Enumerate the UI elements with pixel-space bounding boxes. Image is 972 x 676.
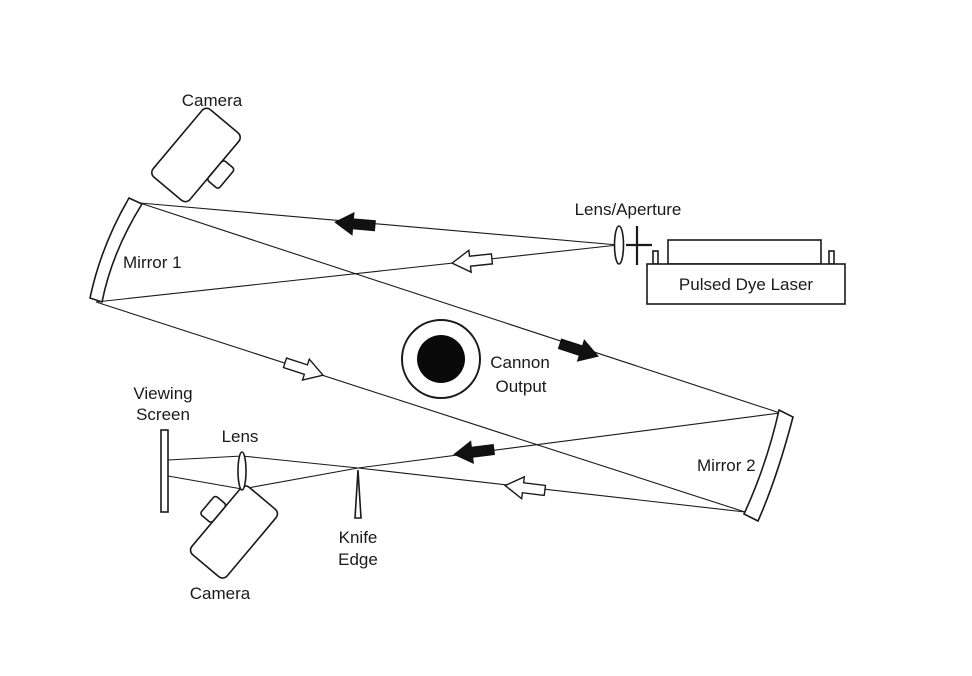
label-mirror-2: Mirror 2 — [697, 456, 756, 475]
mirror-2-icon — [742, 408, 794, 523]
label-pulsed-dye-laser: Pulsed Dye Laser — [679, 275, 814, 294]
beam-focus-to-lens-bottom — [241, 455, 359, 469]
beam-mirror2-to-focus-top — [357, 412, 781, 469]
beam-lens-to-screen-bottom — [167, 475, 243, 490]
label-mirror-1: Mirror 1 — [123, 253, 182, 272]
beam-aperture-to-mirror1-top — [139, 202, 619, 246]
knife-edge-icon — [354, 469, 362, 519]
beam-focus-to-lens-top — [241, 467, 359, 490]
solid-arrow-icon — [557, 338, 599, 362]
label-knife-line1: Knife — [339, 528, 378, 547]
mirror-1-icon — [89, 196, 144, 304]
cannon-output-icon — [401, 319, 481, 399]
diagram-labels: Camera Lens/Aperture Pulsed Dye Laser Mi… — [123, 91, 813, 603]
label-viewing-line1: Viewing — [133, 384, 192, 403]
camera-bottom-icon — [189, 485, 279, 579]
beam-direction-arrows — [282, 212, 599, 500]
beam-mirror1-to-mirror2-bottom — [95, 301, 746, 513]
beam-aperture-to-mirror1-bottom — [95, 244, 619, 303]
viewing-screen-icon — [160, 429, 169, 513]
lens-aperture-icon — [613, 225, 652, 265]
solid-arrow-icon — [334, 212, 376, 236]
hollow-arrow-icon — [450, 248, 494, 274]
hollow-arrow-icon — [282, 357, 325, 382]
label-lens-aperture: Lens/Aperture — [575, 200, 682, 219]
pulsed-dye-laser-icon — [646, 239, 846, 305]
label-knife-line2: Edge — [338, 550, 378, 569]
solid-arrow-icon — [453, 440, 496, 464]
lens-icon — [237, 451, 247, 491]
beam-paths — [95, 202, 781, 513]
label-camera-bottom: Camera — [190, 584, 251, 603]
camera-top-icon — [150, 107, 242, 203]
label-viewing-line2: Screen — [136, 405, 190, 424]
beam-mirror2-to-focus-bottom — [357, 467, 746, 513]
label-camera-top: Camera — [182, 91, 243, 110]
label-lens: Lens — [222, 427, 259, 446]
hollow-arrow-icon — [503, 475, 547, 500]
label-cannon-line2: Output — [495, 377, 546, 396]
beam-lens-to-screen-top — [167, 455, 243, 461]
beam-mirror1-to-mirror2-top — [139, 202, 781, 414]
label-cannon-line1: Cannon — [490, 353, 550, 372]
